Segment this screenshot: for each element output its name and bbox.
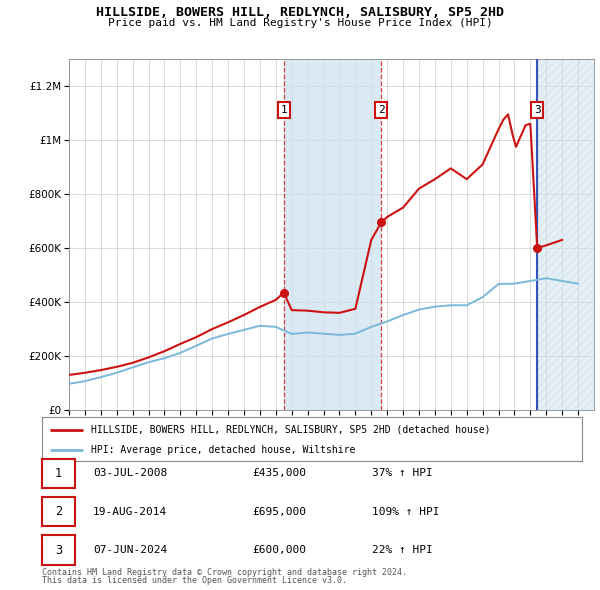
Text: 109% ↑ HPI: 109% ↑ HPI: [372, 507, 439, 517]
Text: 37% ↑ HPI: 37% ↑ HPI: [372, 468, 433, 478]
Bar: [284, 59, 381, 410]
Text: 3: 3: [55, 543, 62, 556]
Text: HILLSIDE, BOWERS HILL, REDLYNCH, SALISBURY, SP5 2HD (detached house): HILLSIDE, BOWERS HILL, REDLYNCH, SALISBU…: [91, 425, 490, 434]
Text: £695,000: £695,000: [252, 507, 306, 517]
Bar: [537, 59, 594, 410]
Text: 1: 1: [55, 467, 62, 480]
Text: Contains HM Land Registry data © Crown copyright and database right 2024.: Contains HM Land Registry data © Crown c…: [42, 568, 407, 577]
Text: £600,000: £600,000: [252, 545, 306, 555]
Text: 07-JUN-2024: 07-JUN-2024: [93, 545, 167, 555]
Text: 19-AUG-2014: 19-AUG-2014: [93, 507, 167, 517]
Text: 03-JUL-2008: 03-JUL-2008: [93, 468, 167, 478]
Text: £435,000: £435,000: [252, 468, 306, 478]
Text: 2: 2: [378, 105, 385, 115]
Text: 1: 1: [280, 105, 287, 115]
Text: Price paid vs. HM Land Registry's House Price Index (HPI): Price paid vs. HM Land Registry's House …: [107, 18, 493, 28]
Text: 22% ↑ HPI: 22% ↑ HPI: [372, 545, 433, 555]
Text: 2: 2: [55, 505, 62, 518]
Text: HPI: Average price, detached house, Wiltshire: HPI: Average price, detached house, Wilt…: [91, 445, 355, 455]
Text: HILLSIDE, BOWERS HILL, REDLYNCH, SALISBURY, SP5 2HD: HILLSIDE, BOWERS HILL, REDLYNCH, SALISBU…: [96, 6, 504, 19]
Text: This data is licensed under the Open Government Licence v3.0.: This data is licensed under the Open Gov…: [42, 576, 347, 585]
Text: 3: 3: [534, 105, 541, 115]
